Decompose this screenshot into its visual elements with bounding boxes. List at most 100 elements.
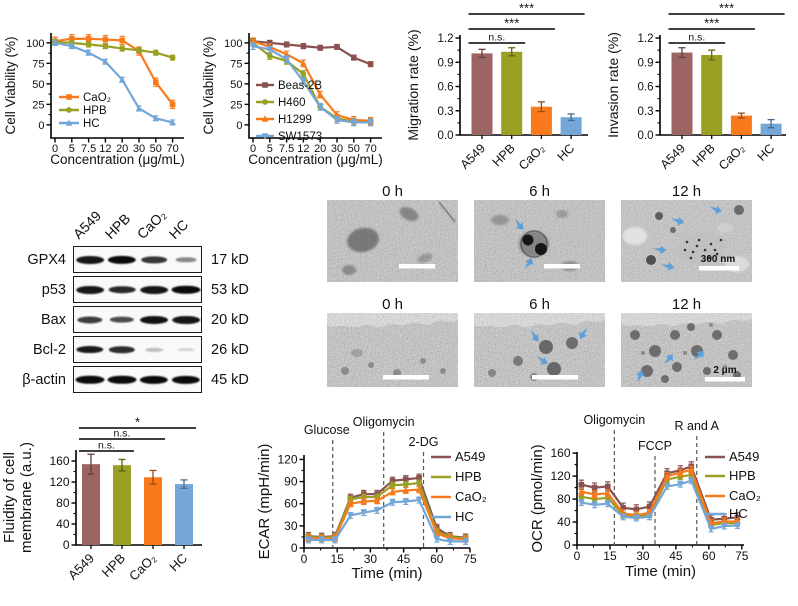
wb-band [108, 285, 136, 294]
svg-text:HPB: HPB [490, 141, 518, 169]
tem-image-row1-6h [474, 200, 605, 282]
scale-bar [544, 264, 580, 269]
sig-label: *** [719, 1, 734, 16]
svg-text:Time (min): Time (min) [351, 565, 422, 582]
svg-text:Cell Viability (%): Cell Viability (%) [201, 36, 216, 134]
wb-row: Bcl-2 26 kD [15, 336, 293, 363]
wb-band [76, 345, 104, 354]
wb-band [107, 375, 137, 384]
svg-text:HC: HC [83, 118, 100, 130]
svg-text:0.6: 0.6 [638, 82, 654, 94]
legend: A549 HPB CaO₂ HC [431, 449, 487, 524]
svg-text:60: 60 [284, 497, 298, 511]
sig-label: * [135, 415, 140, 430]
svg-text:12: 12 [99, 143, 111, 155]
wb-band [109, 316, 135, 323]
scale-bar [532, 375, 578, 380]
svg-text:HPB: HPB [99, 551, 129, 581]
svg-text:160: 160 [49, 454, 69, 468]
tem-time-label: 6 h [529, 296, 550, 313]
wb-size-label: 26 kD [211, 341, 249, 358]
svg-text:0.9: 0.9 [438, 57, 454, 69]
svg-text:CaO₂: CaO₂ [126, 551, 159, 584]
wb-band [75, 375, 105, 384]
wb-band [139, 375, 169, 384]
bar-A549 [82, 464, 100, 545]
wb-band [172, 315, 200, 324]
svg-text:5: 5 [69, 143, 75, 155]
wb-size-label: 20 kD [211, 311, 249, 328]
wb-band [171, 375, 201, 384]
svg-text:Oligomycin: Oligomycin [583, 413, 645, 427]
svg-text:Concentration (μg/mL): Concentration (μg/mL) [248, 152, 383, 167]
svg-text:0: 0 [564, 538, 571, 552]
svg-text:CaO₂: CaO₂ [516, 141, 548, 173]
svg-text:15: 15 [603, 549, 617, 563]
tem-time-label: 12 h [671, 183, 702, 200]
bar-CaO₂ [144, 477, 162, 545]
sig-label: *** [519, 1, 534, 16]
wb-band [177, 347, 195, 352]
svg-text:0.9: 0.9 [638, 57, 654, 69]
svg-text:7.5: 7.5 [81, 143, 96, 155]
wb-protein-label: β-actin [22, 371, 66, 388]
svg-text:0.3: 0.3 [638, 106, 654, 118]
svg-text:0: 0 [63, 538, 70, 552]
svg-text:A549: A549 [65, 551, 97, 583]
series-A549 [305, 473, 469, 542]
svg-text:ECAR (mpH/min): ECAR (mpH/min) [256, 444, 273, 560]
svg-text:5: 5 [267, 143, 273, 155]
wb-row: p53 53 kD [15, 276, 293, 303]
wb-lane-label: HPB [101, 210, 134, 242]
svg-text:7.5: 7.5 [279, 143, 294, 155]
wb-lane-headers: A549 HPB CaO₂ HC [15, 188, 293, 246]
svg-text:80: 80 [56, 496, 70, 510]
tem-image-row2-0h [327, 313, 458, 387]
svg-text:30: 30 [636, 549, 650, 563]
svg-text:45: 45 [669, 549, 683, 563]
svg-text:1.2: 1.2 [438, 33, 454, 45]
svg-text:HC: HC [729, 506, 748, 521]
svg-text:A549: A549 [455, 449, 485, 464]
wb-band [77, 315, 103, 324]
wb-band [76, 285, 104, 294]
svg-text:Time (min): Time (min) [625, 563, 696, 580]
bar-HPB [501, 51, 523, 135]
series-HPB [52, 38, 176, 61]
bar-CaO₂ [530, 106, 552, 135]
svg-text:0: 0 [574, 549, 581, 563]
svg-text:HC: HC [755, 141, 778, 164]
wb-band [76, 255, 104, 264]
bar-HC [560, 117, 582, 135]
wb-protein-label: Bcl-2 [32, 341, 66, 358]
svg-text:40: 40 [56, 517, 70, 531]
svg-text:0: 0 [236, 120, 242, 132]
svg-text:20: 20 [116, 143, 128, 155]
svg-text:Invasion rate (%): Invasion rate (%) [605, 32, 621, 138]
wb-band [175, 256, 197, 263]
svg-text:H1299: H1299 [278, 114, 312, 126]
svg-text:100: 100 [26, 38, 44, 50]
svg-text:HPB: HPB [729, 468, 756, 483]
wb-protein-label: p53 [41, 281, 66, 298]
series-HC [305, 496, 469, 545]
svg-text:70: 70 [166, 143, 178, 155]
svg-text:0: 0 [250, 143, 256, 155]
svg-text:Beas-2B: Beas-2B [278, 80, 322, 92]
wb-lane-label: HC [165, 216, 192, 242]
svg-text:75: 75 [230, 58, 242, 70]
svg-text:50: 50 [348, 143, 360, 155]
wb-size-label: 53 kD [211, 281, 249, 298]
series-HC [51, 39, 176, 126]
svg-text:0: 0 [291, 541, 298, 555]
wb-band [107, 255, 137, 264]
wb-size-label: 45 kD [211, 371, 249, 388]
svg-text:H460: H460 [278, 97, 306, 109]
svg-text:80: 80 [557, 492, 571, 506]
svg-text:HC: HC [555, 141, 578, 164]
wb-lane-label: A549 [69, 207, 105, 242]
